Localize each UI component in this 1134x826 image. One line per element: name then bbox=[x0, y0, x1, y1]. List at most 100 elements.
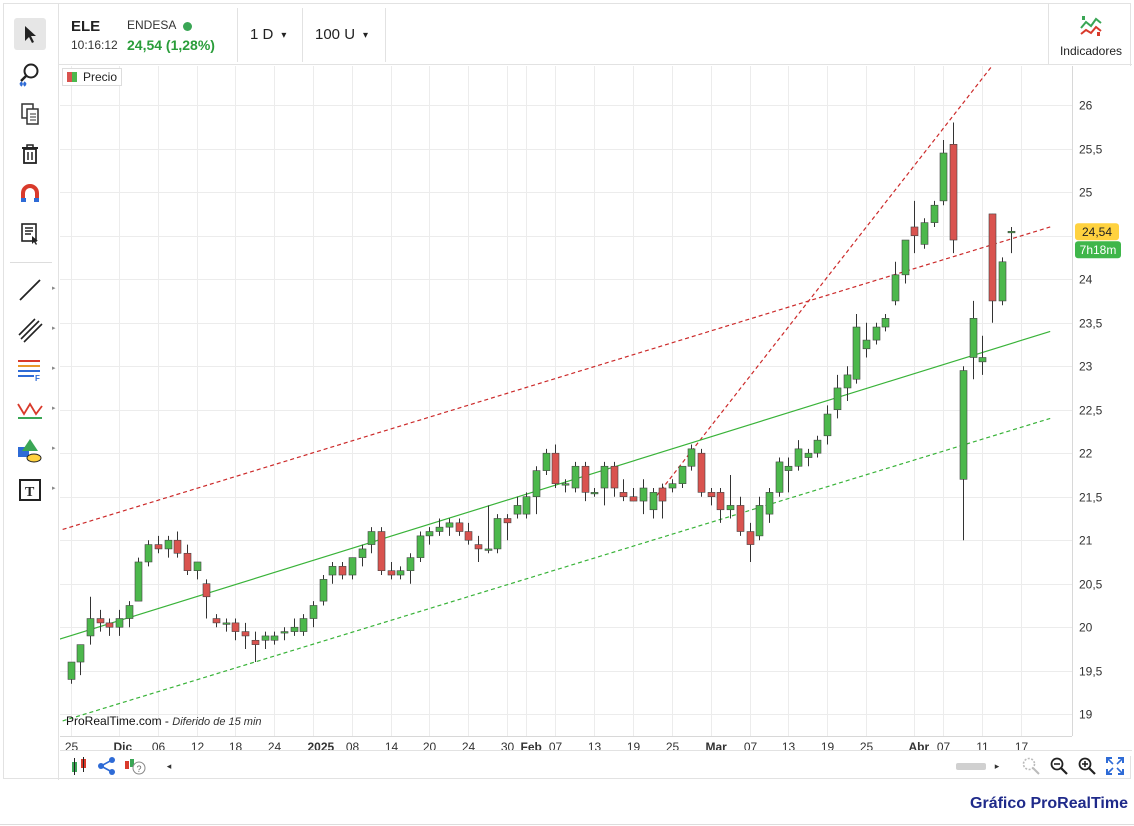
candle-body bbox=[125, 605, 134, 619]
svg-text:?: ? bbox=[137, 764, 142, 774]
watermark-delay: Diferido de 15 min bbox=[172, 716, 262, 728]
candle-body bbox=[513, 505, 522, 515]
symbol-code[interactable]: ELE bbox=[71, 18, 101, 35]
candle-body bbox=[105, 622, 114, 628]
pattern-tool-icon[interactable] bbox=[14, 394, 46, 426]
fibonacci-tool-expand-icon[interactable]: ▸ bbox=[52, 365, 56, 372]
price-change: 24,54 (1,28%) bbox=[127, 37, 215, 53]
scrollbar-thumb[interactable] bbox=[956, 763, 986, 770]
candle-body bbox=[755, 505, 764, 537]
candle-body bbox=[445, 522, 454, 528]
price-chart[interactable]: 19 19,5 20 20,5 21 21,5 22 22,5 23 23,5 24 25 25,5 26… bbox=[60, 66, 1132, 756]
text-tool-expand-icon[interactable]: ▸ bbox=[52, 485, 56, 492]
trend-line bbox=[60, 417, 1051, 723]
text-tool-icon[interactable]: T bbox=[14, 474, 46, 506]
watermark-brand: ProRealTime.com bbox=[66, 714, 162, 728]
zoom-auto-icon[interactable] bbox=[1020, 756, 1042, 776]
share-icon[interactable] bbox=[96, 756, 118, 776]
header-divider bbox=[302, 8, 303, 62]
trend-lines bbox=[60, 66, 1051, 723]
candle-body bbox=[425, 531, 434, 537]
candle-body bbox=[639, 487, 648, 502]
magnet-icon[interactable] bbox=[14, 178, 46, 210]
candle-body bbox=[299, 618, 308, 632]
brand-caption: Gráfico ProRealTime bbox=[970, 795, 1128, 812]
candle-body bbox=[978, 357, 987, 363]
candle-body bbox=[251, 639, 260, 645]
drawing-toolbar: ▸ ▸ F ▸ ▸ ▸ T ▸ bbox=[4, 4, 59, 780]
candle-body bbox=[872, 326, 881, 341]
chart-canvas[interactable]: 19 19,5 20 20,5 21 21,5 22 22,5 23 23,5 24 25 25,5 26… bbox=[60, 66, 1132, 756]
candle-body bbox=[193, 561, 202, 571]
candle-body bbox=[542, 452, 551, 471]
price-tick-label: 23 bbox=[1079, 360, 1093, 374]
candle-body bbox=[678, 465, 687, 484]
shapes-tool-expand-icon[interactable]: ▸ bbox=[52, 445, 56, 452]
candle-body bbox=[348, 557, 357, 576]
bottom-toolbar: ? ◂ ▸ bbox=[60, 750, 1132, 780]
units-value: 100 U bbox=[315, 26, 356, 43]
price-tick-label: 22,5 bbox=[1079, 404, 1103, 418]
timeframe-dropdown[interactable]: 1 D ▾ bbox=[250, 26, 286, 43]
zoom-pan-icon[interactable] bbox=[14, 58, 46, 90]
candle-body bbox=[707, 492, 716, 498]
fullscreen-icon[interactable] bbox=[1104, 756, 1126, 776]
price-tick-label: 19,5 bbox=[1079, 665, 1103, 679]
scroll-right-icon[interactable]: ▸ bbox=[994, 760, 1000, 771]
trash-icon[interactable] bbox=[14, 138, 46, 170]
candle-body bbox=[619, 492, 628, 498]
candle-body bbox=[668, 483, 677, 489]
countdown-label: 7h18m bbox=[1080, 243, 1117, 257]
channel-tool-icon[interactable] bbox=[14, 314, 46, 346]
watermark: ProRealTime.com - Diferido de 15 min bbox=[66, 714, 262, 728]
trend-line bbox=[60, 330, 1051, 640]
header-divider bbox=[385, 8, 386, 62]
candle-body bbox=[202, 583, 211, 598]
instrument-name: ENDESA bbox=[127, 18, 177, 32]
chart-type-icon[interactable] bbox=[68, 756, 90, 776]
help-icon[interactable]: ? bbox=[124, 756, 146, 776]
candle-body bbox=[891, 274, 900, 302]
series-legend[interactable]: Precio bbox=[62, 68, 123, 86]
chart-window: ▸ ▸ F ▸ ▸ ▸ T ▸ ELE 10:16:12 bbox=[3, 3, 1132, 780]
candle-body bbox=[930, 204, 939, 223]
candle-body bbox=[649, 492, 658, 511]
svg-text:T: T bbox=[25, 485, 35, 500]
candle-body bbox=[270, 635, 279, 641]
price-axis-bg bbox=[1072, 66, 1132, 756]
candle-body bbox=[503, 518, 512, 524]
channel-tool-expand-icon[interactable]: ▸ bbox=[52, 325, 56, 332]
pattern-tool-expand-icon[interactable]: ▸ bbox=[52, 405, 56, 412]
candle-body bbox=[910, 226, 919, 236]
indicators-button[interactable]: Indicadores bbox=[1048, 4, 1132, 65]
candle-body bbox=[862, 339, 871, 350]
price-tick-label: 25,5 bbox=[1079, 143, 1103, 157]
candle-body bbox=[416, 535, 425, 558]
pointer-icon[interactable] bbox=[14, 18, 46, 50]
price-tick-label: 26 bbox=[1079, 99, 1093, 113]
units-dropdown[interactable]: 100 U ▾ bbox=[315, 26, 368, 43]
shapes-tool-icon[interactable] bbox=[14, 434, 46, 466]
object-list-icon[interactable] bbox=[14, 218, 46, 250]
zoom-in-icon[interactable] bbox=[1076, 756, 1098, 776]
fibonacci-tool-icon[interactable]: F bbox=[14, 354, 46, 386]
indicators-icon bbox=[1080, 16, 1102, 36]
candle-body bbox=[658, 487, 667, 502]
candle-body bbox=[358, 548, 367, 558]
price-tick-label: 24 bbox=[1079, 273, 1093, 287]
candle-body bbox=[551, 452, 560, 484]
candle-body bbox=[794, 448, 803, 467]
candle-body bbox=[687, 448, 696, 467]
candle-body bbox=[435, 526, 444, 532]
candle-body bbox=[901, 239, 910, 276]
zoom-out-icon[interactable] bbox=[1048, 756, 1070, 776]
grid-lines bbox=[60, 66, 1072, 736]
legend-label: Precio bbox=[83, 70, 118, 84]
price-tick-label: 20 bbox=[1079, 621, 1093, 635]
line-tool-expand-icon[interactable]: ▸ bbox=[52, 285, 56, 292]
candle-body bbox=[697, 452, 706, 493]
copy-icon[interactable] bbox=[14, 98, 46, 130]
line-tool-icon[interactable] bbox=[14, 274, 46, 306]
candle-body bbox=[784, 465, 793, 471]
scroll-left-icon[interactable]: ◂ bbox=[166, 760, 172, 771]
